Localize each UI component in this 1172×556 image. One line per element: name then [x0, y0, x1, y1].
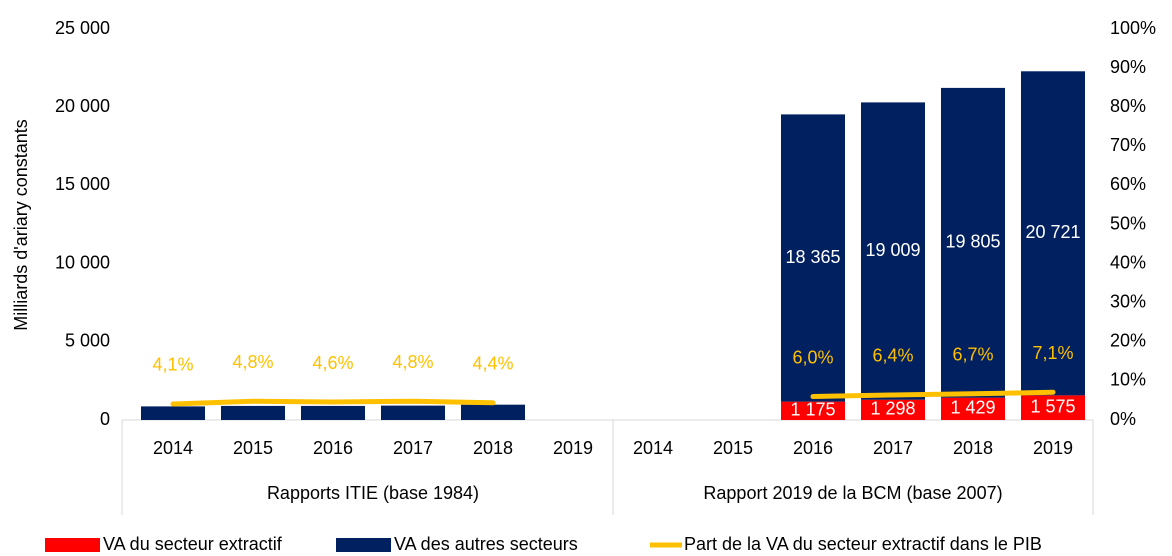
data-label: 20 721	[1025, 222, 1080, 242]
line	[170, 389, 1056, 407]
y-tick-label: 20 000	[55, 96, 110, 116]
bar-segment	[781, 114, 845, 402]
y2-tick-label: 90%	[1110, 57, 1146, 77]
y-tick-label: 0	[100, 409, 110, 429]
x-tick-label: 2018	[473, 438, 513, 458]
y-tick-label: 10 000	[55, 252, 110, 272]
group-label: Rapport 2019 de la BCM (base 2007)	[703, 483, 1002, 503]
legend-label: Part de la VA du secteur extractif dans …	[684, 534, 1042, 554]
x-tick-label: 2019	[1033, 438, 1073, 458]
y-tick-label: 25 000	[55, 18, 110, 38]
x-tick-label: 2016	[313, 438, 353, 458]
data-label: 6,4%	[872, 346, 913, 366]
x-tick-label: 2015	[233, 438, 273, 458]
y-tick-label: 15 000	[55, 174, 110, 194]
y2-tick-label: 70%	[1110, 135, 1146, 155]
y2-tick-label: 50%	[1110, 213, 1146, 233]
y-tick-label: 5 000	[65, 331, 110, 351]
bar-segment	[461, 404, 525, 420]
y2-tick-label: 30%	[1110, 291, 1146, 311]
legend-swatch	[336, 538, 391, 552]
data-label: 7,1%	[1032, 343, 1073, 363]
bar-segment	[941, 397, 1005, 420]
legend-swatch	[45, 538, 100, 552]
x-tick-label: 2017	[873, 438, 913, 458]
data-label: 19 009	[865, 240, 920, 260]
x-tick-label: 2014	[633, 438, 673, 458]
data-label: 1 575	[1030, 396, 1075, 416]
data-label: 6,7%	[952, 345, 993, 365]
data-label: 19 805	[945, 232, 1000, 252]
x-tick-label: 2018	[953, 438, 993, 458]
data-label: 4,6%	[312, 353, 353, 373]
group-label: Rapports ITIE (base 1984)	[267, 483, 479, 503]
y2-tick-label: 80%	[1110, 96, 1146, 116]
y-axis-title: Milliards d'ariary constants	[11, 119, 31, 331]
legend-label: VA des autres secteurs	[394, 534, 578, 554]
x-tick-label: 2019	[553, 438, 593, 458]
y2-tick-label: 100%	[1110, 18, 1156, 38]
bar-segment	[941, 87, 1005, 398]
y2-tick-label: 40%	[1110, 252, 1146, 272]
data-label: 1 298	[870, 399, 915, 419]
data-label: 4,1%	[152, 355, 193, 375]
data-label: 4,4%	[472, 354, 513, 374]
bar-segment	[781, 401, 845, 420]
y2-tick-label: 20%	[1110, 331, 1146, 351]
data-label: 18 365	[785, 247, 840, 267]
data-label: 6,0%	[792, 347, 833, 367]
x-tick-label: 2017	[393, 438, 433, 458]
bar-segment	[381, 405, 445, 420]
x-tick-label: 2016	[793, 438, 833, 458]
bar-segment	[301, 405, 365, 420]
bar-segment	[1021, 71, 1085, 396]
data-label: 4,8%	[392, 352, 433, 372]
data-label: 1 429	[950, 398, 995, 418]
legend-label: VA du secteur extractif	[103, 534, 283, 554]
bar-segment	[1021, 395, 1085, 420]
bar-segment	[141, 406, 205, 420]
y2-tick-label: 10%	[1110, 370, 1146, 390]
bar-segment	[861, 399, 925, 420]
bar-segment	[221, 405, 285, 420]
bar-segment	[861, 102, 925, 400]
y2-tick-label: 0%	[1110, 409, 1136, 429]
data-label: 1 175	[790, 400, 835, 420]
x-tick-label: 2015	[713, 438, 753, 458]
data-label: 4,8%	[232, 352, 273, 372]
x-tick-label: 2014	[153, 438, 193, 458]
y2-tick-label: 60%	[1110, 174, 1146, 194]
